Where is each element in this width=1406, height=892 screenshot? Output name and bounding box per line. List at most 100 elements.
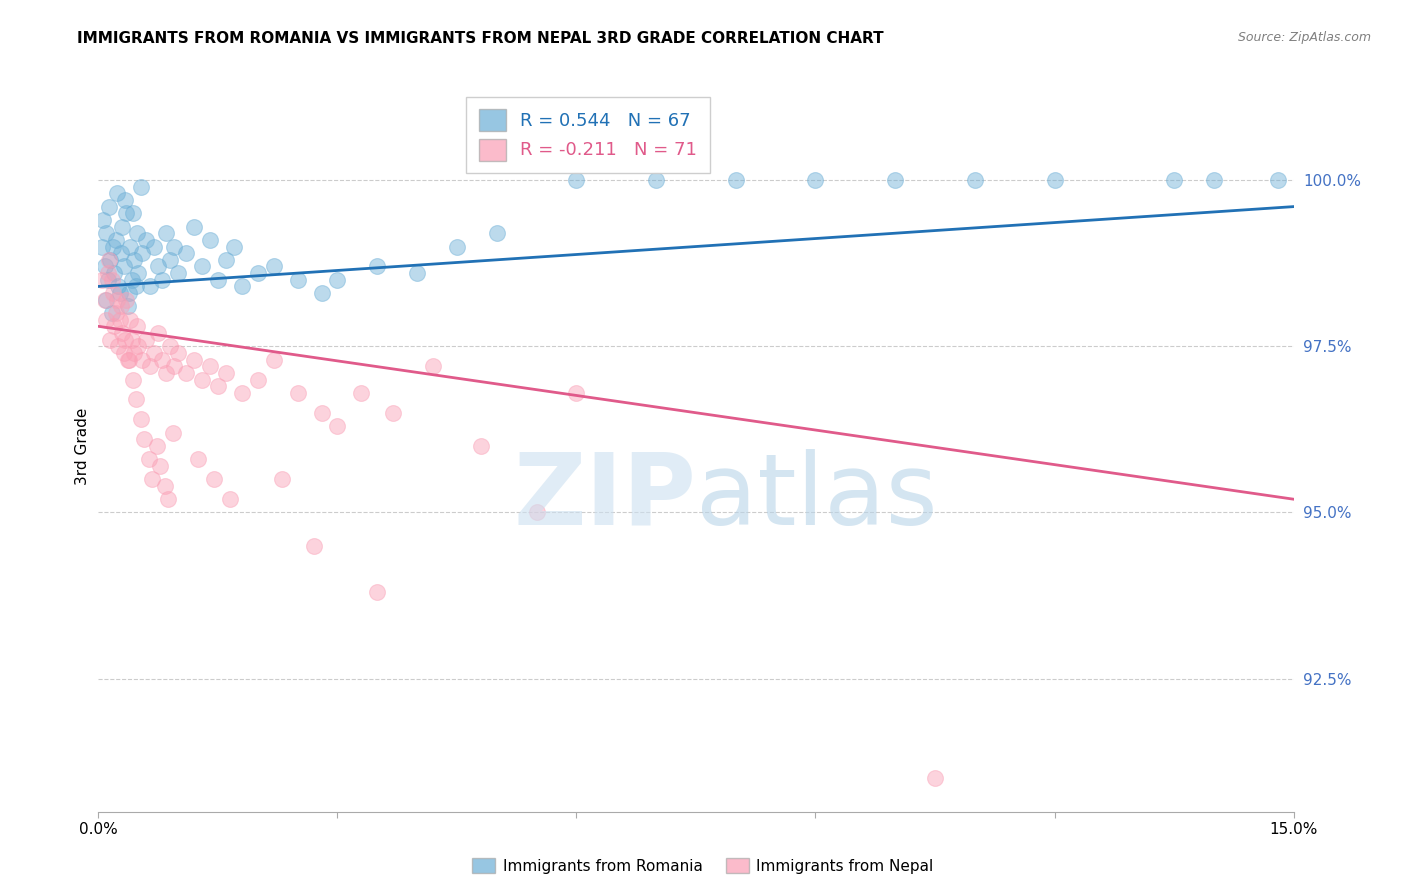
Point <box>108 286 131 301</box>
Point <box>155 226 177 240</box>
Point <box>1043 173 1066 187</box>
Point <box>406 266 429 280</box>
Point <box>97 266 120 280</box>
Point <box>150 273 173 287</box>
Point <box>94 260 117 274</box>
Point <box>326 419 349 434</box>
Point <box>115 206 138 220</box>
Point <box>246 372 269 386</box>
Point <box>125 392 148 407</box>
Text: atlas: atlas <box>696 449 938 546</box>
Point <box>98 333 122 347</box>
Point <box>118 352 141 367</box>
Point <box>139 279 162 293</box>
Text: IMMIGRANTS FROM ROMANIA VS IMMIGRANTS FROM NEPAL 3RD GRADE CORRELATION CHART: IMMIGRANTS FROM ROMANIA VS IMMIGRANTS FR… <box>77 31 884 46</box>
Point <box>129 179 152 194</box>
Point <box>422 359 444 374</box>
Point <box>143 239 166 253</box>
Point <box>127 339 149 353</box>
Point <box>804 173 827 187</box>
Y-axis label: 3rd Grade: 3rd Grade <box>75 408 90 484</box>
Point <box>131 352 153 367</box>
Point <box>104 306 127 320</box>
Point <box>183 352 205 367</box>
Point <box>924 772 946 786</box>
Point <box>191 372 214 386</box>
Point <box>139 359 162 374</box>
Point <box>105 293 128 307</box>
Point <box>138 452 160 467</box>
Point <box>131 246 153 260</box>
Point <box>287 385 309 400</box>
Point <box>110 246 132 260</box>
Point <box>470 439 492 453</box>
Point <box>103 319 125 334</box>
Point <box>125 279 148 293</box>
Point <box>101 286 124 301</box>
Point <box>132 433 155 447</box>
Point <box>111 326 134 340</box>
Text: Source: ZipAtlas.com: Source: ZipAtlas.com <box>1237 31 1371 45</box>
Point <box>104 233 127 247</box>
Point <box>129 412 152 426</box>
Point <box>231 279 253 293</box>
Point <box>963 173 986 187</box>
Point <box>311 406 333 420</box>
Point <box>1267 173 1289 187</box>
Point <box>94 293 117 307</box>
Point <box>117 299 139 313</box>
Point <box>112 260 135 274</box>
Point <box>350 385 373 400</box>
Point <box>162 425 184 440</box>
Point <box>121 206 143 220</box>
Point <box>311 286 333 301</box>
Point <box>263 352 285 367</box>
Point <box>96 312 118 326</box>
Point <box>111 219 134 234</box>
Point <box>101 306 124 320</box>
Point <box>149 458 172 473</box>
Point <box>97 273 120 287</box>
Point <box>108 312 131 326</box>
Point <box>103 266 125 280</box>
Point <box>101 273 124 287</box>
Point <box>207 273 229 287</box>
Point <box>97 200 120 214</box>
Point <box>148 326 170 340</box>
Legend: Immigrants from Romania, Immigrants from Nepal: Immigrants from Romania, Immigrants from… <box>467 852 939 880</box>
Point <box>125 226 148 240</box>
Point <box>150 352 173 367</box>
Point <box>198 233 221 247</box>
Point <box>246 266 269 280</box>
Point <box>1163 173 1185 187</box>
Point <box>91 213 114 227</box>
Point <box>115 293 138 307</box>
Point <box>114 193 136 207</box>
Point <box>145 439 167 453</box>
Point <box>526 506 548 520</box>
Point <box>163 359 186 374</box>
Point <box>91 273 114 287</box>
Point <box>382 406 405 420</box>
Point <box>141 472 163 486</box>
Point <box>98 252 122 267</box>
Point <box>124 252 146 267</box>
Point <box>159 252 181 267</box>
Point <box>135 233 157 247</box>
Point <box>120 239 142 253</box>
Point <box>191 260 214 274</box>
Point <box>366 260 388 274</box>
Point <box>127 266 149 280</box>
Point <box>153 479 176 493</box>
Point <box>207 379 229 393</box>
Point <box>884 173 907 187</box>
Point <box>91 239 114 253</box>
Point <box>215 366 238 380</box>
Point <box>97 252 120 267</box>
Point <box>120 312 142 326</box>
Point <box>183 219 205 234</box>
Point <box>174 246 197 260</box>
Point <box>110 299 132 313</box>
Point <box>270 472 292 486</box>
Point <box>94 293 117 307</box>
